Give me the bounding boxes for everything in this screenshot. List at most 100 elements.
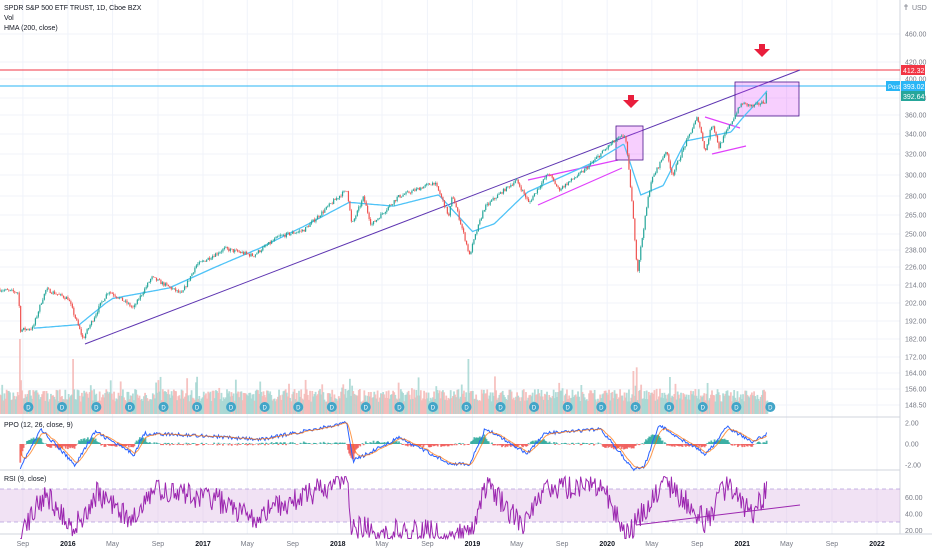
ppo-histogram-bar — [143, 439, 146, 444]
dividend-marker[interactable] — [23, 402, 34, 412]
candle-body — [192, 272, 195, 274]
volume-bar — [209, 391, 212, 414]
dividend-marker[interactable] — [360, 402, 371, 412]
highlight-box-2020[interactable] — [615, 125, 644, 161]
ppo-histogram-bar — [667, 444, 669, 446]
ppo-histogram-bar — [588, 444, 591, 445]
long-term-trendline[interactable] — [84, 69, 801, 345]
dividend-marker[interactable] — [731, 402, 742, 412]
volume-bar — [604, 390, 607, 414]
candle-body — [49, 289, 51, 294]
candle-body — [581, 171, 583, 173]
candle-body — [350, 210, 352, 222]
candle-body — [762, 101, 764, 104]
ppo-line[interactable] — [19, 421, 768, 472]
dividend-marker[interactable] — [596, 402, 607, 412]
volume-bar — [9, 392, 11, 414]
volume-bar — [654, 400, 657, 414]
currency-selector[interactable]: USD — [904, 4, 927, 12]
dividend-marker[interactable] — [562, 402, 573, 412]
flag-lower-line[interactable] — [711, 145, 747, 155]
wedge-upper-line[interactable] — [527, 159, 619, 181]
volume-bar — [109, 380, 112, 414]
ppo-signal-line[interactable] — [19, 422, 767, 469]
dividend-marker[interactable] — [124, 402, 135, 412]
highlight-box-2021[interactable] — [734, 81, 800, 117]
rsi-trendline[interactable] — [635, 504, 801, 526]
dividend-marker[interactable] — [427, 402, 438, 412]
dividend-marker[interactable] — [394, 402, 405, 412]
volume-bar — [752, 395, 754, 414]
dividend-marker-label: D — [397, 406, 402, 412]
candle-body — [573, 178, 575, 180]
ppo-axis[interactable]: 2.000.00-2.00 — [905, 421, 921, 470]
dividend-marker[interactable] — [630, 402, 641, 412]
y-tick-label: 280.00 — [905, 194, 927, 201]
candle-body — [548, 174, 550, 176]
candle-body — [514, 180, 516, 183]
time-axis[interactable]: Sep 2016 May Sep 2017 May Sep 2018 May Sep 2019 May… — [17, 541, 885, 548]
candle-body — [262, 247, 264, 251]
candle-body — [82, 334, 84, 338]
flag-upper-line[interactable] — [704, 116, 741, 129]
ppo-histogram-bar — [93, 439, 96, 444]
x-tick-label: 2018 — [330, 541, 346, 548]
dividend-marker[interactable] — [226, 402, 237, 412]
volume-bar — [685, 394, 688, 414]
ppo-histogram-bar — [646, 440, 648, 444]
ppo-histogram-bar — [509, 444, 512, 447]
candle-body — [269, 242, 271, 244]
ppo-histogram-bar — [757, 441, 760, 444]
dividend-marker[interactable] — [697, 402, 708, 412]
ppo-histogram-bar — [655, 436, 657, 444]
candle-body — [618, 137, 620, 139]
hma-line[interactable] — [33, 90, 768, 329]
candle-body — [149, 278, 152, 283]
ppo-histogram-bar — [493, 444, 496, 446]
dividend-marker[interactable] — [461, 402, 472, 412]
dividend-marker[interactable] — [293, 402, 304, 412]
ppo-histogram-bar — [88, 439, 90, 444]
volume-bar — [682, 393, 685, 414]
dividend-marker[interactable] — [326, 402, 337, 412]
volume-bar — [308, 399, 310, 414]
volume-bar — [237, 391, 239, 414]
y-tick-label: 420.00 — [905, 60, 927, 67]
dividend-marker[interactable] — [259, 402, 270, 412]
candle-body — [275, 236, 277, 239]
ppo-histogram-bar — [359, 444, 362, 447]
dividend-marker[interactable] — [529, 402, 540, 412]
dividend-marker[interactable] — [192, 402, 203, 412]
ppo-histogram-bar — [375, 441, 378, 444]
rsi-line[interactable] — [20, 475, 768, 541]
resistance-price-text: 412.32 — [903, 68, 925, 75]
volume-bar — [613, 390, 616, 414]
ppo-histogram-bar — [497, 444, 500, 445]
ppo-histogram-bar — [394, 441, 397, 444]
volume-bar — [103, 397, 105, 414]
candle-body — [324, 209, 326, 213]
candle-body — [310, 221, 313, 224]
ppo-histogram-bar — [399, 443, 402, 444]
ppo-histogram-bar — [643, 441, 646, 444]
dividend-marker[interactable] — [765, 402, 776, 412]
volume-bar — [510, 391, 513, 414]
volume-bar — [696, 398, 699, 414]
candle-body — [647, 196, 649, 208]
dividend-marker[interactable] — [91, 402, 102, 412]
volume-bar — [728, 395, 731, 414]
candle-body — [89, 325, 91, 329]
volume-bar — [222, 397, 225, 414]
wedge-lower-line[interactable] — [537, 167, 623, 206]
dividend-marker[interactable] — [57, 402, 68, 412]
dividend-marker[interactable] — [158, 402, 169, 412]
volume-bar — [742, 394, 744, 414]
dividend-marker[interactable] — [664, 402, 675, 412]
volume-bar — [251, 394, 254, 414]
volume-bar — [592, 393, 595, 414]
ppo-histogram-bar — [51, 444, 54, 446]
dividend-marker[interactable] — [495, 402, 506, 412]
volume-bar — [300, 389, 303, 414]
